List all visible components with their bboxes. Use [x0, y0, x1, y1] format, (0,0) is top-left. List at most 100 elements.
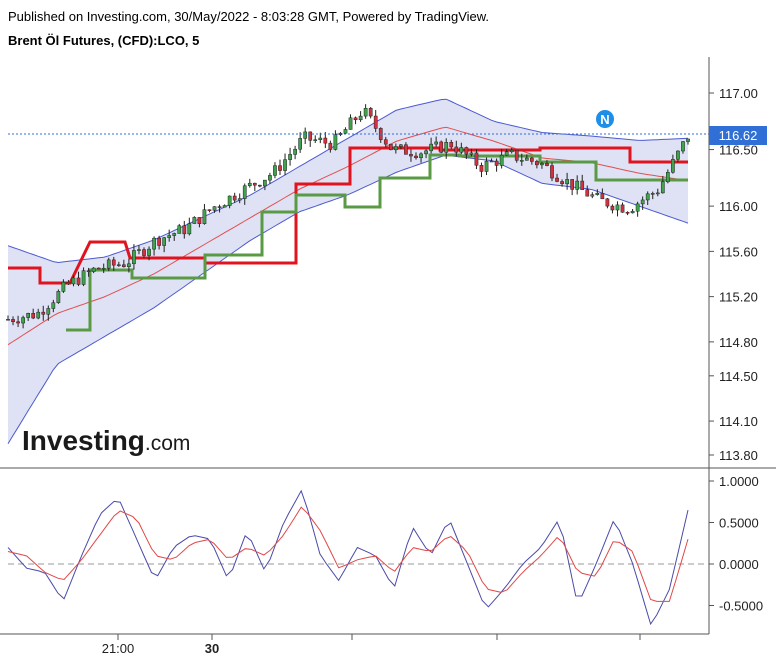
- time-tick-label: 21:00: [102, 641, 135, 656]
- candle-body: [268, 175, 272, 181]
- candle-body: [595, 192, 600, 195]
- candle-body: [182, 225, 187, 235]
- candle-body: [625, 212, 630, 214]
- candle-body: [373, 115, 378, 129]
- candle-body: [288, 154, 292, 160]
- oscillator-tick-label: 0.5000: [719, 516, 759, 531]
- price-tick-label: 116.50: [719, 143, 758, 158]
- candle-body: [686, 138, 690, 142]
- candle-body: [535, 161, 539, 166]
- candle-body: [167, 235, 172, 238]
- candle-body: [132, 250, 136, 265]
- candle-body: [81, 270, 86, 285]
- candle-body: [419, 153, 423, 159]
- candle-body: [444, 142, 449, 153]
- candle-body: [399, 144, 403, 147]
- event-badge[interactable]: N: [596, 110, 614, 128]
- candle-body: [247, 182, 252, 187]
- candle-body: [660, 181, 665, 194]
- time-tick-label: 30: [205, 641, 219, 656]
- candle-body: [263, 179, 267, 187]
- candle-body: [449, 142, 454, 148]
- candle-body: [454, 146, 459, 153]
- price-axis-ticks: 117.00 116.50 116.00 115.60 115.20 114.80 114.…: [709, 86, 758, 463]
- candle-body: [610, 205, 615, 211]
- candle-body: [650, 193, 655, 195]
- candle-body: [494, 160, 499, 166]
- time-axis-ticks: 21:00 30: [102, 634, 641, 656]
- candle-body: [540, 163, 544, 166]
- candle-body: [499, 154, 504, 166]
- candle-body: [615, 204, 620, 211]
- candle-body: [6, 319, 10, 321]
- candle-body: [671, 159, 675, 173]
- candle-body: [333, 134, 338, 150]
- candle-body: [560, 181, 564, 185]
- candle-body: [645, 193, 650, 201]
- event-badge-circle[interactable]: [596, 110, 614, 128]
- candle-body: [127, 263, 131, 267]
- price-tick-label: 117.00: [719, 86, 758, 101]
- candle-body: [46, 308, 51, 315]
- candle-body: [227, 195, 232, 206]
- candle-body: [509, 149, 514, 153]
- investing-logo: Investing.com: [22, 425, 190, 456]
- candle-body: [137, 249, 141, 251]
- candle-body: [676, 150, 680, 160]
- candles: [6, 104, 690, 329]
- oscillator-tick-label: -0.5000: [719, 599, 763, 614]
- oscillator-line: [7, 489, 689, 626]
- candle-body: [21, 317, 25, 324]
- lower-band: [7, 154, 689, 444]
- candle-body: [640, 199, 645, 205]
- signal-line: [7, 506, 689, 602]
- candle-body: [358, 115, 363, 121]
- candle-body: [519, 160, 524, 162]
- candle-body: [635, 203, 640, 212]
- price-tick-label: 115.60: [719, 244, 758, 259]
- candle-body: [575, 180, 580, 190]
- candle-body: [580, 180, 585, 190]
- price-tick-label: 115.20: [719, 290, 758, 305]
- candle-body: [469, 152, 474, 155]
- candle-body: [197, 217, 202, 224]
- candle-body: [313, 139, 318, 141]
- candle-body: [273, 165, 277, 176]
- candle-body: [353, 117, 358, 121]
- candle-body: [187, 223, 192, 235]
- price-tick-label: 113.80: [719, 448, 758, 463]
- price-tick-label: 116.00: [719, 199, 758, 214]
- candle-body: [479, 164, 484, 172]
- band-fill: [8, 99, 688, 444]
- upper-stop-line: [8, 146, 688, 285]
- candle-body: [192, 217, 197, 224]
- candle-body: [26, 313, 30, 318]
- candle-body: [459, 147, 464, 153]
- candle-body: [111, 259, 116, 266]
- candle-body: [11, 319, 15, 323]
- candle-body: [278, 165, 282, 171]
- candle-body: [550, 165, 554, 179]
- candle-body: [655, 192, 660, 195]
- candle-body: [237, 198, 242, 201]
- candle-body: [91, 267, 96, 272]
- candle-body: [222, 205, 227, 208]
- event-badge-label: N: [600, 112, 609, 127]
- candle-body: [293, 148, 297, 155]
- candle-body: [56, 291, 61, 303]
- oscillator-tick-label: 1.0000: [719, 474, 759, 489]
- candle-body: [172, 233, 177, 236]
- candle-body: [565, 179, 569, 185]
- candle-body: [404, 144, 408, 155]
- candle-body: [424, 150, 428, 155]
- oscillator-axis-ticks: 1.0000 0.5000 0.0000 -0.5000: [709, 474, 763, 614]
- chart-title: Brent Öl Futures, (CFD):LCO, 5: [8, 33, 200, 48]
- candle-body: [474, 152, 479, 166]
- candle-body: [106, 259, 111, 269]
- candle-body: [96, 267, 101, 270]
- candle-body: [76, 277, 81, 285]
- candle-body: [147, 248, 151, 256]
- candle-body: [61, 282, 66, 292]
- candle-body: [86, 270, 91, 272]
